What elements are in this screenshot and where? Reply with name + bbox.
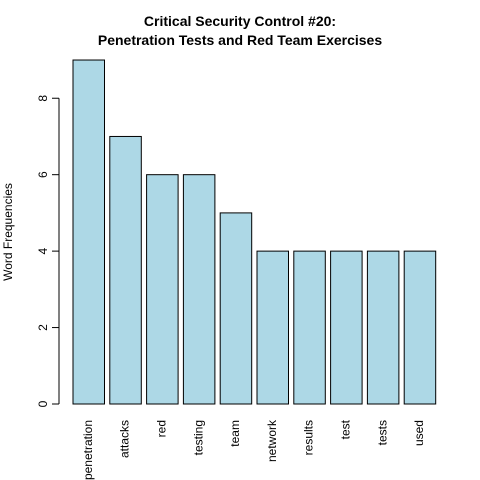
y-tick-label: 4 — [36, 247, 50, 254]
y-tick-label: 6 — [36, 171, 50, 178]
y-tick-label: 8 — [36, 95, 50, 102]
x-tick-label-penetration: penetration — [81, 420, 95, 480]
bar-red — [146, 174, 179, 405]
x-tick-label-network: network — [265, 419, 279, 462]
x-tick-label-red: red — [155, 420, 169, 437]
chart-title-line-1: Critical Security Control #20: — [143, 13, 337, 29]
x-tick-label-attacks: attacks — [118, 420, 132, 458]
y-tick-label: 0 — [36, 400, 50, 407]
chart-title-line-2: Penetration Tests and Red Team Exercises — [97, 32, 383, 48]
bar-attacks — [109, 135, 142, 405]
x-tick-label-test: test — [339, 419, 353, 439]
bar-test — [330, 250, 363, 405]
bar-penetration — [72, 59, 105, 405]
bar-tests — [366, 250, 400, 405]
x-tick-label-testing: testing — [191, 420, 205, 455]
x-tick-label-tests: tests — [375, 420, 389, 445]
bar-testing — [182, 174, 216, 405]
bar-results — [293, 250, 326, 405]
x-tick-label-results: results — [302, 420, 316, 455]
bar-used — [403, 250, 437, 405]
bar-network — [256, 250, 289, 405]
x-tick-label-team: team — [228, 420, 242, 447]
bar-team — [219, 212, 253, 405]
x-tick-label-used: used — [412, 420, 426, 446]
y-tick-label: 2 — [36, 324, 50, 331]
